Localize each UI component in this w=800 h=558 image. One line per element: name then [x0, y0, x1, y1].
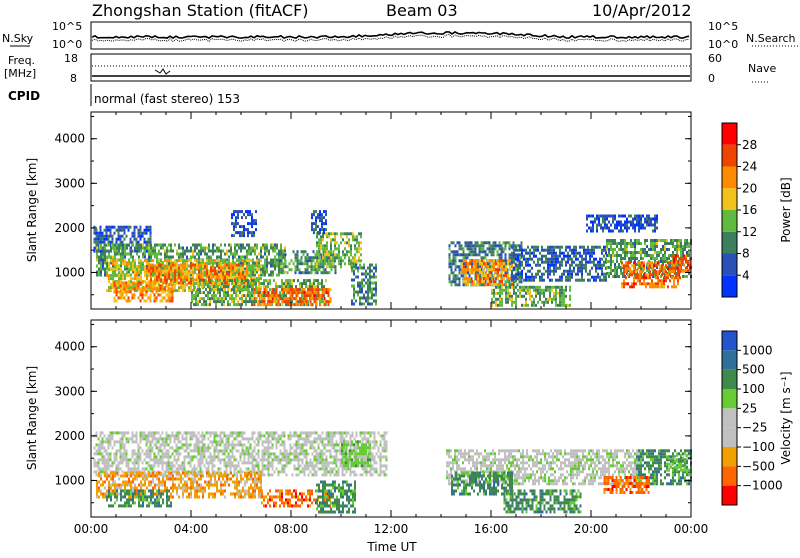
velocity-region-5 [341, 440, 371, 467]
beam-label: Beam 03 [386, 1, 458, 20]
velocity-region-4 [316, 481, 356, 514]
power-colorbar-cell-7 [722, 123, 737, 145]
velocity-colorbar-cell-1 [722, 350, 737, 369]
velocity-xtick-label-5: 20:00 [574, 522, 609, 536]
velocity-ytick-label-0: 1000 [54, 473, 85, 487]
cpid-label: CPID [8, 89, 40, 103]
noise-sky-line [92, 32, 689, 38]
noise-tick-bottom-right: 10^0 [708, 38, 738, 51]
velocity-colorbar-cell-0 [722, 331, 737, 350]
power-colorbar-cell-4 [722, 188, 737, 210]
nsearch-label: N.Search [746, 32, 796, 45]
power-colorbar-cell-0 [722, 275, 737, 297]
power-colorbar: 4 8 12 16 20 24 28 Power [dB] [722, 123, 793, 297]
nave-glitch-mark [155, 69, 170, 74]
station-title: Zhongshan Station (fitACF) [92, 1, 309, 20]
freq-tick-bottom: 8 [70, 72, 77, 85]
power-region-12 [511, 246, 607, 282]
cpid-value: normal (fast stereo) 153 [94, 92, 240, 106]
velocity-colorbar-tick-6: −500 [742, 459, 775, 473]
freq-unit-label: [MHz] [4, 67, 36, 80]
power-colorbar-label: Power [dB] [779, 177, 793, 242]
velocity-colorbar-label: Velocity [m s⁻¹] [779, 371, 793, 464]
velocity-colorbar-cell-8 [722, 486, 737, 505]
velocity-xtick-label-4: 16:00 [474, 522, 509, 536]
velocity-ytick-label-3: 4000 [54, 340, 85, 354]
velocity-colorbar-tick-2: 100 [742, 382, 765, 396]
power-colorbar-cell-5 [722, 167, 737, 189]
velocity-xtick-label-2: 08:00 [274, 522, 309, 536]
noise-tick-top-right: 10^5 [708, 20, 738, 33]
velocity-xtick-label-0: 00:00 [74, 522, 109, 536]
power-colorbar-tick-3: 16 [742, 203, 757, 217]
power-colorbar-tick-0: 4 [742, 268, 750, 282]
nave-tick-top: 60 [708, 52, 722, 65]
velocity-colorbar-tick-4: −25 [742, 421, 767, 435]
velocity-colorbar-tick-7: −1000 [742, 479, 783, 493]
velocity-xtick-label-1: 04:00 [174, 522, 209, 536]
velocity-colorbar-tick-3: 25 [742, 401, 757, 415]
velocity-ytick-label-1: 2000 [54, 429, 85, 443]
velocity-colorbar: 1000 500 100 25 −25 −100 −500 −1000 Velocity [m… [722, 331, 793, 505]
power-colorbar-tick-4: 20 [742, 181, 757, 195]
velocity-colorbar-tick-1: 500 [742, 363, 765, 377]
velocity-panel: 1000 2000 3000 4000 00:00 04:00 08:00 12:00 16:… [25, 320, 708, 554]
power-colorbar-cell-6 [722, 145, 737, 167]
power-ytick-label-3: 4000 [54, 132, 85, 146]
velocity-colorbar-tick-5: −100 [742, 440, 775, 454]
nave-tick-bottom: 0 [708, 72, 715, 85]
velocity-ytick-label-2: 3000 [54, 384, 85, 398]
nave-label: Nave [748, 62, 776, 75]
power-y-axis-label: Slant Range [km] [25, 158, 39, 262]
velocity-colorbar-cell-6 [722, 447, 737, 466]
power-colorbar-cell-1 [722, 254, 737, 276]
velocity-xtick-label-6: 00:00 [674, 522, 709, 536]
power-ytick-label-0: 1000 [54, 265, 85, 279]
velocity-colorbar-cell-7 [722, 466, 737, 485]
freq-label: Freq. [8, 54, 35, 67]
power-ytick-label-2: 3000 [54, 176, 85, 190]
power-ytick-label-1: 2000 [54, 221, 85, 235]
velocity-colorbar-tick-0: 1000 [742, 343, 773, 357]
freq-nave-panel: Freq. [MHz] 18 8 60 0 Nave [4, 52, 776, 85]
nsky-label: N.Sky [2, 32, 34, 45]
freq-tick-top: 18 [64, 52, 78, 65]
power-colorbar-tick-5: 24 [742, 160, 757, 174]
velocity-colorbar-cell-4 [722, 408, 737, 427]
velocity-colorbar-cell-5 [722, 428, 737, 447]
velocity-colorbar-cell-3 [722, 389, 737, 408]
velocity-xtick-label-3: 12:00 [374, 522, 409, 536]
power-colorbar-tick-1: 8 [742, 247, 750, 261]
noise-tick-bottom-left: 10^0 [52, 38, 82, 51]
time-axis-label: Time UT [366, 540, 417, 554]
noise-panel: N.Sky 10^5 10^0 10^5 10^0 N.Search [2, 20, 798, 51]
power-panel: 1000 2000 3000 4000 Slant Range [km] [25, 112, 692, 309]
power-colorbar-cell-3 [722, 210, 737, 232]
date-label: 10/Apr/2012 [592, 1, 692, 20]
power-colorbar-tick-2: 12 [742, 225, 757, 239]
power-colorbar-cell-2 [722, 232, 737, 254]
velocity-y-axis-label: Slant Range [km] [25, 366, 39, 470]
velocity-colorbar-cell-2 [722, 370, 737, 389]
noise-tick-top-left: 10^5 [52, 20, 82, 33]
power-colorbar-tick-6: 28 [742, 138, 757, 152]
